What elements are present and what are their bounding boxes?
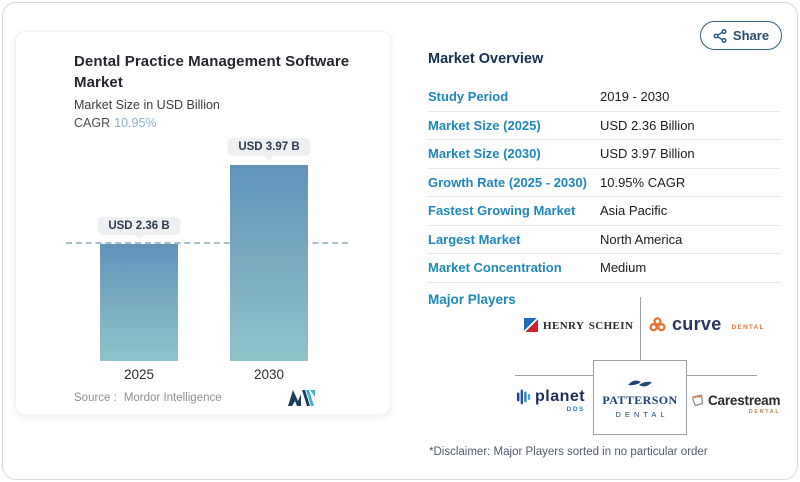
table-row: Study Period 2019 - 2030 <box>428 83 780 112</box>
row-label: Market Concentration <box>428 260 562 276</box>
table-row: Market Size (2030) USD 3.97 Billion <box>428 140 780 169</box>
row-value: 10.95% CAGR <box>600 174 686 190</box>
chart-title: Dental Practice Management Software Mark… <box>74 53 350 91</box>
share-label: Share <box>732 28 770 43</box>
share-button[interactable]: Share <box>700 21 782 50</box>
patterson-wordmark: PATTERSON <box>602 392 678 407</box>
row-label: Largest Market <box>428 231 521 247</box>
patterson-dental-subtext: DENTAL <box>615 409 669 419</box>
carestream-dental-subtext: DENTAL <box>748 409 781 415</box>
patterson-waves-icon <box>628 380 652 386</box>
major-players-label: Major Players <box>428 292 516 307</box>
cagr-line: CAGR 10.95% <box>74 116 157 130</box>
planet-dds-subtext: DDS <box>566 406 586 413</box>
henry-schein-wordmark: Henry Schein <box>543 316 634 333</box>
chart-subtitle: Market Size in USD Billion <box>74 98 220 112</box>
source-row: Source : Mordor Intelligence <box>74 390 315 406</box>
curve-wordmark: curve <box>672 314 722 334</box>
curve-trefoil-icon <box>649 317 666 332</box>
connector-horizontal-right <box>686 375 757 376</box>
mordor-intelligence-logo <box>287 390 315 406</box>
curve-dental-subtext: DENTAL <box>731 324 765 331</box>
row-value: 2019 - 2030 <box>600 89 670 105</box>
bar-chart: USD 2.36 B USD 3.97 B <box>16 32 390 361</box>
market-overview-table: Study Period 2019 - 2030 Market Size (20… <box>428 83 780 283</box>
row-label: Fastest Growing Market <box>428 203 576 219</box>
table-row: Largest Market North America <box>428 226 780 254</box>
planet-dds-bars-icon <box>517 389 531 405</box>
source-value: Mordor Intelligence <box>123 392 222 404</box>
chart-card: Dental Practice Management Software Mark… <box>15 31 391 415</box>
carestream-tooth-icon <box>692 394 704 407</box>
bar-group-2025: USD 2.36 B <box>97 32 181 361</box>
bar-value-badge: USD 2.36 B <box>97 217 181 236</box>
table-row: Market Size (2025) USD 2.36 Billion <box>428 112 780 140</box>
row-value: Medium <box>600 260 647 276</box>
row-value: USD 2.36 Billion <box>600 117 695 133</box>
disclaimer-text: *Disclaimer: Major Players sorted in no … <box>429 446 708 458</box>
player-logo-henry-schein: Henry Schein <box>524 316 633 334</box>
connector-horizontal-left <box>515 375 594 376</box>
row-label: Study Period <box>428 89 509 105</box>
source-label: Source : <box>74 392 117 404</box>
bar-value-badge: USD 3.97 B <box>227 137 311 156</box>
player-logo-patterson-dental: PATTERSON DENTAL <box>593 360 687 435</box>
connector-vertical <box>640 297 641 361</box>
bar-group-2030: USD 3.97 B <box>227 32 311 361</box>
row-label: Market Size (2025) <box>428 117 541 133</box>
baseline-dashed-line <box>66 242 348 245</box>
row-value: Asia Pacific <box>600 203 668 219</box>
henry-schein-flag-icon <box>524 318 538 332</box>
x-axis-label-2030: 2030 <box>253 367 285 382</box>
cagr-label: CAGR <box>74 116 111 130</box>
table-row: Market Concentration Medium <box>428 254 780 283</box>
table-row: Growth Rate (2025 - 2030) 10.95% CAGR <box>428 169 780 197</box>
cagr-value: 10.95% <box>114 116 157 130</box>
carestream-wordmark: Carestream DENTAL <box>708 393 781 415</box>
player-logo-planet-dds: planet DDS <box>517 388 586 413</box>
row-value: USD 3.97 Billion <box>600 146 695 162</box>
bar <box>230 164 308 361</box>
row-label: Growth Rate (2025 - 2030) <box>428 174 587 190</box>
row-label: Market Size (2030) <box>428 146 541 162</box>
player-logo-carestream-dental: Carestream DENTAL <box>691 393 781 415</box>
x-axis-label-2025: 2025 <box>123 367 155 382</box>
player-logo-curve-dental: curve DENTAL <box>649 314 765 335</box>
bar <box>100 244 178 361</box>
share-nodes-icon <box>713 28 727 43</box>
market-overview-title: Market Overview <box>428 51 544 67</box>
planet-wordmark: planet DDS <box>535 388 586 413</box>
row-value: North America <box>600 231 683 247</box>
table-row: Fastest Growing Market Asia Pacific <box>428 197 780 226</box>
